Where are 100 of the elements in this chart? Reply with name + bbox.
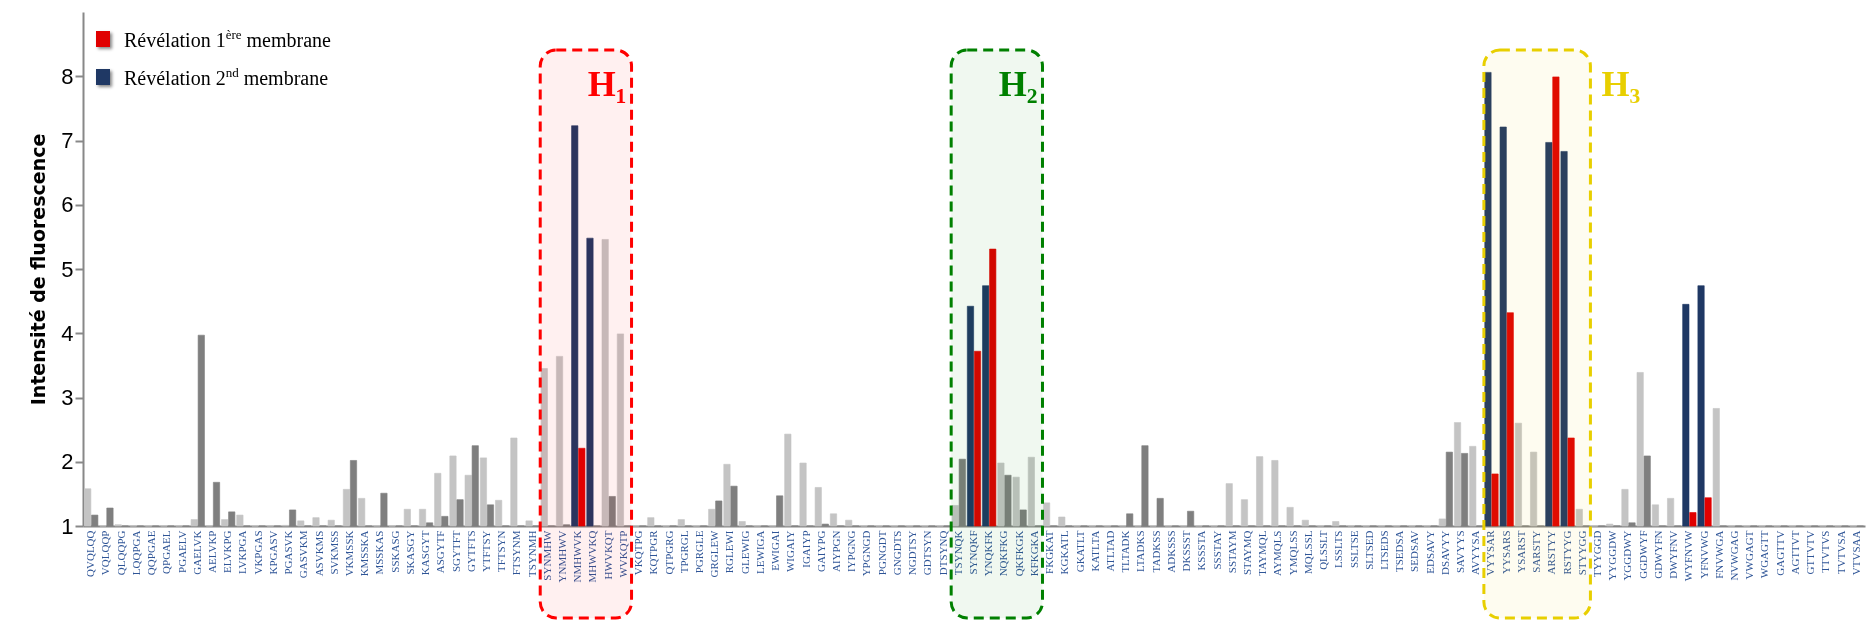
legend-label: Révélation 2$^{nd}$ membrane xyxy=(124,64,329,90)
x-tick-label: EWIGAI xyxy=(769,530,782,571)
x-tick-label: SGYTFT xyxy=(449,530,462,573)
band-label: H₃ xyxy=(1601,64,1641,104)
x-tick-label: TLTADK xyxy=(1119,530,1132,573)
x-tick-label: NQKFKG xyxy=(997,530,1010,577)
x-tick-label: ELVKPG xyxy=(221,530,234,573)
x-tick-label: YYGGDW xyxy=(1606,529,1619,581)
x-tick-label: FTSYNM xyxy=(510,530,523,576)
x-tick-label: SKASGY xyxy=(403,530,416,575)
x-tick-label: SYNQKF xyxy=(967,530,979,575)
x-tick-label: TSYNMH xyxy=(525,530,538,577)
x-tick-label: KGKATL xyxy=(1058,530,1071,575)
x-tick-label: SLTSED xyxy=(1362,530,1375,570)
band-label: H₁ xyxy=(587,64,627,104)
x-tick-label: LTSEDS xyxy=(1377,530,1390,570)
x-tick-label: NVWGAG xyxy=(1728,530,1741,581)
x-tick-label: LEWIGA xyxy=(753,530,766,574)
x-tick-label: GKATLT xyxy=(1073,530,1086,573)
x-tick-label: SEDSAV xyxy=(1408,530,1421,572)
x-tick-label: LSSLTS xyxy=(1332,530,1345,569)
x-tick-label: GDTSYN xyxy=(921,530,934,576)
x-tick-label: KMSSKA xyxy=(358,530,371,577)
x-tick-label: GDWYFN xyxy=(1651,530,1664,579)
x-tick-label: TSYNQK xyxy=(951,530,964,576)
x-tick-label: VKMSSK xyxy=(342,530,355,577)
x-tick-label: GTTVTV xyxy=(1804,530,1817,575)
x-tick-label: DWYFNV xyxy=(1667,530,1680,579)
x-tick-label: AYMQLS xyxy=(1271,530,1284,576)
x-tick-label: KATLTA xyxy=(1088,530,1101,572)
x-tick-label: GLEWIG xyxy=(738,530,751,574)
x-tick-label: YYSARS xyxy=(1499,530,1512,574)
x-tick-label: GRGLEW xyxy=(708,529,721,578)
x-tick-label: YPGNGD xyxy=(860,530,873,577)
x-tick-label: YTFTSY xyxy=(479,530,492,573)
x-tick-label: TSEDSA xyxy=(1393,530,1406,573)
x-tick-label: KSSSTA xyxy=(1195,530,1208,571)
x-tick-label: QKFKGK xyxy=(1012,530,1025,577)
x-tick-label: GYTFTS xyxy=(464,530,477,573)
x-tick-label: WGAGTT xyxy=(1758,530,1771,579)
x-tick-label: HWVKQT xyxy=(601,530,614,580)
band-label: H₂ xyxy=(998,64,1038,104)
x-tick-label: IYPGNG xyxy=(845,530,858,573)
x-tick-label: FKGKAT xyxy=(1043,530,1056,574)
x-tick-label: ATLTAD xyxy=(1103,530,1116,572)
x-tick-label: VKQTPG xyxy=(632,530,645,576)
x-tick-label: KPGASV xyxy=(266,530,279,575)
x-tick-label: AIYPGN xyxy=(830,530,843,573)
x-tick-label: SVKMSS xyxy=(327,530,340,575)
x-tick-label: WVKQTP xyxy=(616,530,629,578)
x-tick-label: VTVSAA xyxy=(1849,530,1862,576)
x-tick-label: YSARST xyxy=(1514,530,1527,573)
x-tick-label: RSTYYG xyxy=(1560,530,1573,575)
x-tick-label: IGAIYP xyxy=(799,530,812,568)
x-tick-label: TPGRGL xyxy=(677,530,690,574)
x-tick-label: GGDWYF xyxy=(1636,530,1649,579)
y-tick-label: 2 xyxy=(61,449,74,475)
y-tick-label: 6 xyxy=(61,192,74,218)
x-tick-label: STAYMQ xyxy=(1240,530,1253,576)
x-tick-label: VYYSAR xyxy=(1484,529,1497,576)
x-tick-label: RGLEWI xyxy=(723,530,736,574)
x-tick-label: DKSSST xyxy=(1180,530,1193,572)
x-tick-label: WYFNVW xyxy=(1682,529,1695,582)
x-tick-label: GASVKM xyxy=(297,530,310,579)
x-tick-label: ADKSSS xyxy=(1164,530,1177,573)
x-tick-label: LQQPGA xyxy=(129,530,142,576)
y-tick-label: 1 xyxy=(61,513,74,539)
x-tick-label: SSKASG xyxy=(388,530,401,573)
x-tick-label: YMQLSS xyxy=(1286,530,1299,576)
x-tick-label: YNQKFK xyxy=(982,530,995,577)
x-tick-label: TADKSS xyxy=(1149,530,1162,573)
y-tick-label: 8 xyxy=(61,63,74,89)
y-tick-label: 3 xyxy=(61,385,74,410)
x-tick-label: EDSAVY xyxy=(1423,530,1436,574)
x-tick-label: WIGAIY xyxy=(784,530,797,573)
x-tick-label: SSLTSE xyxy=(1347,530,1360,569)
x-tick-label: TFTSYN xyxy=(495,530,508,573)
x-tick-label: GAGTTV xyxy=(1773,530,1786,576)
x-tick-label: MHWVKQ xyxy=(586,530,599,583)
x-tick-label: TTVTVS xyxy=(1819,530,1832,573)
x-tick-label: MSSKAS xyxy=(373,530,386,575)
x-tick-label: VQLQQP xyxy=(99,530,112,576)
x-tick-label: SSSTAY xyxy=(1210,530,1223,570)
x-tick-label: SSTAYM xyxy=(1225,530,1238,574)
y-tick-label: 4 xyxy=(61,320,74,346)
x-tick-label: YFNVWG xyxy=(1697,530,1710,579)
y-axis-title: Intensité de fluorescence xyxy=(27,133,50,406)
x-tick-label: TAYMQL xyxy=(1256,530,1269,576)
x-tick-label: QLSSLT xyxy=(1317,530,1330,570)
x-tick-label: YGGDWY xyxy=(1621,530,1634,581)
x-tick-label: KASGYT xyxy=(419,530,432,576)
x-tick-label: QTPGRG xyxy=(662,530,675,575)
x-tick-label: SAVYYS xyxy=(1454,530,1467,574)
x-tick-label: QVQLQQ xyxy=(84,530,97,577)
x-tick-label: DTSYNQ xyxy=(936,530,949,576)
x-tick-label: PGNGDT xyxy=(875,530,888,576)
y-tick-label: 5 xyxy=(61,256,74,282)
x-tick-label: AGTTVT xyxy=(1788,530,1801,575)
y-tick-label: 7 xyxy=(61,128,74,153)
legend-label: Révélation 1$^{ère}$ membrane xyxy=(124,26,331,52)
